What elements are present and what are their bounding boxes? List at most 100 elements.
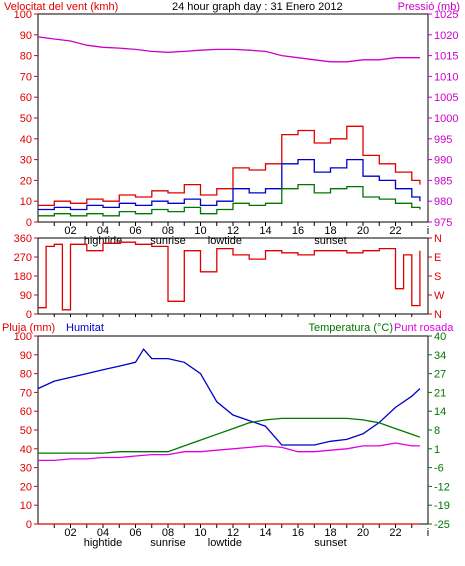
direction-left-tick-label: 0	[26, 309, 32, 321]
rain-left-tick-label: 10	[20, 500, 32, 512]
temperature-right-tick-label: 8	[434, 425, 440, 437]
direction-left-tick-label: 90	[20, 290, 32, 302]
temp-marker-sunset: sunset	[314, 537, 346, 549]
wind-left-tick-label: 10	[20, 196, 32, 208]
compass-right-tick-label: W	[434, 290, 445, 302]
direction-left-tick-label: 180	[14, 271, 32, 283]
chart-layer: 0102030405060708090100975980985990995100…	[14, 9, 459, 549]
wind-x-tick-label: 22	[389, 225, 401, 237]
temp-x-tick-label: i	[427, 527, 429, 539]
wind-left-tick-label: 0	[26, 217, 32, 229]
dewpoint-label: Punt rosada	[394, 322, 454, 334]
pressure-axis-title: Pressió (mb)	[398, 1, 460, 13]
compass-right-tick-label: N	[434, 233, 442, 245]
temp-x-tick-label: 14	[259, 527, 271, 539]
temp-x-tick-label: 20	[357, 527, 369, 539]
compass-right-tick-label: S	[434, 271, 441, 283]
rain-left-tick-label: 70	[20, 387, 32, 399]
temperature-right-tick-label: -19	[434, 500, 450, 512]
temperature-right-tick-label: 1	[434, 444, 440, 456]
rain-left-tick-label: 30	[20, 463, 32, 475]
wind-x-tick-label: 16	[292, 225, 304, 237]
temperature-right-tick-label: 27	[434, 369, 446, 381]
wind-gust-line	[38, 125, 421, 207]
chart-title: 24 hour graph day : 31 Enero 2012	[172, 1, 343, 13]
pressure-right-tick-label: 985	[434, 175, 452, 187]
wind-direction-line	[38, 241, 421, 311]
pressure-line	[37, 36, 420, 63]
wind-left-tick-label: 100	[14, 9, 32, 21]
wind-left-tick-label: 80	[20, 51, 32, 63]
rain-left-tick-label: 40	[20, 444, 32, 456]
wind-x-tick-label: 18	[324, 225, 336, 237]
wind-left-tick-label: 70	[20, 71, 32, 83]
temp-x-tick-label: 04	[97, 527, 109, 539]
wind-left-tick-label: 50	[20, 113, 32, 125]
temperature-right-tick-label: 21	[434, 387, 446, 399]
wind-x-tick-label: 10	[194, 225, 206, 237]
wind-marker-lowtide: lowtide	[208, 235, 242, 247]
wind-x-tick-label: 20	[357, 225, 369, 237]
rain-left-tick-label: 80	[20, 369, 32, 381]
temp-x-tick-label: 02	[64, 527, 76, 539]
temperature-right-tick-label: -6	[434, 463, 444, 475]
pressure-right-tick-label: 990	[434, 155, 452, 167]
wind-left-tick-label: 30	[20, 155, 32, 167]
temp-x-tick-label: 22	[389, 527, 401, 539]
pressure-right-tick-label: 995	[434, 134, 452, 146]
wind-left-tick-label: 40	[20, 134, 32, 146]
wind-min-line	[38, 183, 421, 217]
temp-x-tick-label: 16	[292, 527, 304, 539]
rain-left-tick-label: 60	[20, 406, 32, 418]
pressure-right-tick-label: 1005	[434, 92, 458, 104]
temperature-label: Temperatura (°C)	[309, 322, 393, 334]
compass-right-tick-label: E	[434, 252, 441, 264]
temp-marker-sunrise: sunrise	[150, 537, 185, 549]
temperature-right-tick-label: 14	[434, 406, 446, 418]
temperature-line	[38, 417, 421, 454]
temperature-right-tick-label: 40	[434, 331, 446, 343]
wind-x-tick-label: 06	[129, 225, 141, 237]
pressure-right-tick-label: 1025	[434, 9, 458, 21]
temperature-right-tick-label: -25	[434, 519, 450, 531]
rain-left-tick-label: 100	[14, 331, 32, 343]
temp-x-tick-label: 10	[194, 527, 206, 539]
humidity-label: Humitat	[66, 322, 104, 334]
wind-marker-sunset: sunset	[314, 235, 346, 247]
temp-x-tick-label: 18	[324, 527, 336, 539]
wind-axis-title: Velocitat del vent (kmh)	[4, 1, 118, 13]
humidity-line	[37, 348, 421, 446]
wind-x-tick-label: i	[427, 225, 429, 237]
pressure-right-tick-label: 1000	[434, 113, 458, 125]
compass-right-tick-label: N	[434, 309, 442, 321]
rain-left-tick-label: 20	[20, 481, 32, 493]
rain-left-tick-label: 0	[26, 519, 32, 531]
wind-x-tick-label: 08	[162, 225, 174, 237]
wind-average-line	[38, 158, 421, 211]
temp-marker-lowtide: lowtide	[208, 537, 242, 549]
temperature-right-tick-label: -12	[434, 481, 450, 493]
rain-left-tick-label: 50	[20, 425, 32, 437]
wind-left-tick-label: 90	[20, 30, 32, 42]
temp-x-tick-label: 12	[227, 527, 239, 539]
temp-marker-hightide: hightide	[84, 537, 123, 549]
direction-left-tick-label: 270	[14, 252, 32, 264]
rain-axis-title: Pluja (mm)	[2, 322, 55, 334]
dewpoint-line	[38, 442, 420, 462]
wind-marker-sunrise: sunrise	[150, 235, 185, 247]
temp-x-tick-label: 08	[162, 527, 174, 539]
pressure-right-tick-label: 980	[434, 196, 452, 208]
pressure-right-tick-label: 1015	[434, 51, 458, 63]
direction-left-tick-label: 360	[14, 233, 32, 245]
wind-left-tick-label: 60	[20, 92, 32, 104]
wind-x-tick-label: 02	[64, 225, 76, 237]
pressure-right-tick-label: 1010	[434, 71, 458, 83]
wind-left-tick-label: 20	[20, 175, 32, 187]
wind-x-tick-label: 12	[227, 225, 239, 237]
pressure-right-tick-label: 1020	[434, 30, 458, 42]
temperature-right-tick-label: 34	[434, 350, 446, 362]
rain-left-tick-label: 90	[20, 350, 32, 362]
pressure-right-tick-label: 975	[434, 217, 452, 229]
